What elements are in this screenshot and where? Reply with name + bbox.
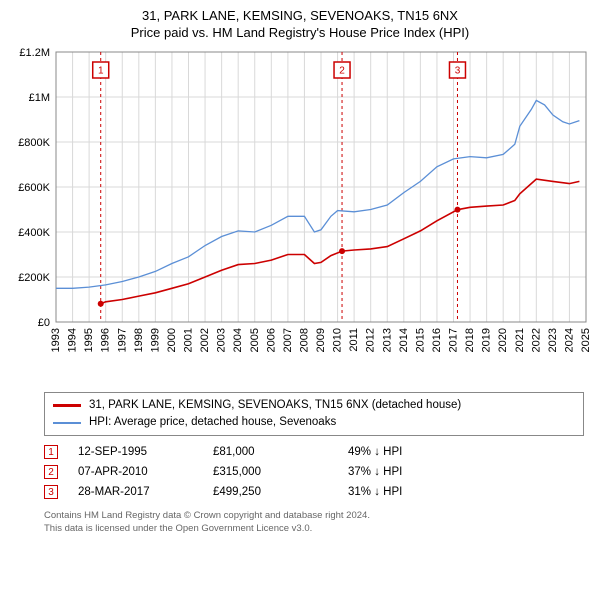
sale-hpi-diff: 49% ↓ HPI (348, 446, 402, 458)
chart-area: £0 £200K £400K £600K £800K £1M £1.2M 1993 1994 19… (10, 46, 590, 386)
x-axis-tick-label: 2011 (348, 328, 360, 352)
sale-dot-icon (454, 207, 460, 213)
legend-item-price-paid: 31, PARK LANE, KEMSING, SEVENOAKS, TN15 … (53, 397, 575, 414)
chart-title-line1: 31, PARK LANE, KEMSING, SEVENOAKS, TN15 … (10, 8, 590, 25)
x-axis-tick-label: 2009 (315, 328, 327, 352)
sale-date: 07-APR-2010 (78, 466, 213, 478)
sale-marker-icon: 2 (44, 465, 58, 479)
x-axis-tick-label: 2019 (481, 328, 493, 352)
sale-row: 2 07-APR-2010 £315,000 37% ↓ HPI (44, 462, 584, 482)
sale-marker-icon: 3 (44, 485, 58, 499)
y-axis-tick-label: £1.2M (19, 47, 50, 59)
footnote: Contains HM Land Registry data © Crown c… (44, 510, 590, 535)
x-axis-tick-label: 2008 (298, 328, 310, 352)
sale-price: £81,000 (213, 446, 348, 458)
x-axis-tick-label: 2017 (448, 328, 460, 352)
x-axis-tick-label: 2010 (332, 328, 344, 352)
sales-table: 1 12-SEP-1995 £81,000 49% ↓ HPI 2 07-APR… (44, 442, 584, 502)
sale-marker-icon: 1 (44, 445, 58, 459)
sale-marker-number: 2 (339, 66, 345, 77)
x-axis-tick-label: 2012 (365, 328, 377, 352)
x-axis-tick-label: 1996 (100, 328, 112, 352)
y-axis-tick-label: £800K (18, 137, 50, 149)
x-axis-tick-label: 2013 (381, 328, 393, 352)
x-axis-tick-label: 2003 (216, 328, 228, 352)
sale-date: 12-SEP-1995 (78, 446, 213, 458)
legend-item-hpi: HPI: Average price, detached house, Seve… (53, 414, 575, 431)
x-axis-tick-label: 1994 (67, 328, 79, 352)
x-axis-tick-label: 2006 (265, 328, 277, 352)
x-axis-tick-label: 2005 (249, 328, 261, 352)
x-axis-tick-label: 2016 (431, 328, 443, 352)
sale-marker-number: 3 (455, 66, 461, 77)
legend: 31, PARK LANE, KEMSING, SEVENOAKS, TN15 … (44, 392, 584, 437)
x-axis-tick-label: 2024 (563, 328, 575, 352)
x-axis-tick-label: 2004 (232, 328, 244, 352)
x-axis-tick-label: 1995 (83, 328, 95, 352)
x-axis-tick-label: 2025 (580, 328, 590, 352)
chart-svg: £0 £200K £400K £600K £800K £1M £1.2M 1993 1994 19… (10, 46, 590, 386)
y-axis-tick-label: £600K (18, 182, 50, 194)
legend-swatch (53, 422, 81, 425)
y-axis-tick-label: £200K (18, 272, 50, 284)
x-axis-tick-label: 1999 (149, 328, 161, 352)
chart-title-line2: Price paid vs. HM Land Registry's House … (10, 25, 590, 40)
legend-label: 31, PARK LANE, KEMSING, SEVENOAKS, TN15 … (89, 397, 461, 414)
x-axis-tick-label: 2000 (166, 328, 178, 352)
sale-row: 1 12-SEP-1995 £81,000 49% ↓ HPI (44, 442, 584, 462)
x-axis-tick-label: 1997 (116, 328, 128, 352)
sale-marker-number: 1 (98, 66, 104, 77)
sale-hpi-diff: 37% ↓ HPI (348, 466, 402, 478)
footnote-line: This data is licensed under the Open Gov… (44, 523, 590, 535)
y-axis-tick-label: £1M (29, 92, 50, 104)
sale-dot-icon (339, 248, 345, 254)
sale-row: 3 28-MAR-2017 £499,250 31% ↓ HPI (44, 482, 584, 502)
x-axis-tick-label: 2002 (199, 328, 211, 352)
x-axis-tick-label: 2023 (547, 328, 559, 352)
sale-price: £499,250 (213, 486, 348, 498)
x-axis-tick-label: 2022 (530, 328, 542, 352)
x-axis-tick-label: 2014 (398, 328, 410, 352)
sale-date: 28-MAR-2017 (78, 486, 213, 498)
legend-label: HPI: Average price, detached house, Seve… (89, 414, 336, 431)
x-axis-tick-label: 2021 (514, 328, 526, 352)
x-axis-tick-label: 2007 (282, 328, 294, 352)
sale-price: £315,000 (213, 466, 348, 478)
sale-hpi-diff: 31% ↓ HPI (348, 486, 402, 498)
x-axis-tick-label: 2020 (497, 328, 509, 352)
y-axis-tick-label: £0 (38, 317, 50, 329)
legend-swatch (53, 404, 81, 407)
y-axis-tick-label: £400K (18, 227, 50, 239)
x-axis-tick-label: 2015 (414, 328, 426, 352)
x-axis-tick-label: 1998 (133, 328, 145, 352)
sale-dot-icon (98, 301, 104, 307)
footnote-line: Contains HM Land Registry data © Crown c… (44, 510, 590, 522)
x-axis-tick-label: 2001 (183, 328, 195, 352)
x-axis-tick-label: 1993 (50, 328, 62, 352)
x-axis-tick-label: 2018 (464, 328, 476, 352)
